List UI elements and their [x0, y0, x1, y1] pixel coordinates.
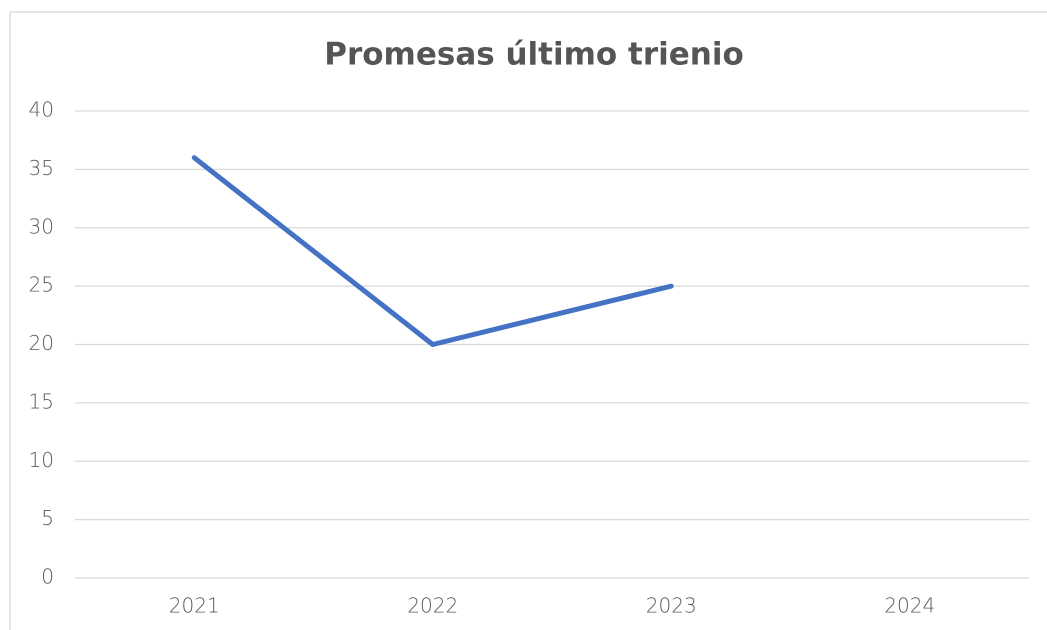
y-tick-label: 30	[29, 214, 54, 238]
y-tick-label: 20	[29, 331, 54, 355]
y-tick-label: 25	[29, 273, 54, 297]
line-series	[191, 155, 674, 347]
y-tick-label: 40	[29, 98, 54, 122]
x-tick-label: 2024	[884, 594, 935, 618]
y-tick-label: 10	[29, 448, 54, 472]
x-tick-label: 2021	[169, 594, 220, 618]
chart-title: Promesas último trienio	[324, 37, 744, 73]
x-tick-label: 2023	[646, 594, 697, 618]
x-tick-label: 2022	[407, 594, 458, 618]
y-tick-label: 0	[41, 565, 54, 589]
y-tick-label: 5	[41, 506, 54, 530]
y-tick-label: 15	[29, 389, 54, 413]
y-tick-label: 35	[29, 156, 54, 180]
